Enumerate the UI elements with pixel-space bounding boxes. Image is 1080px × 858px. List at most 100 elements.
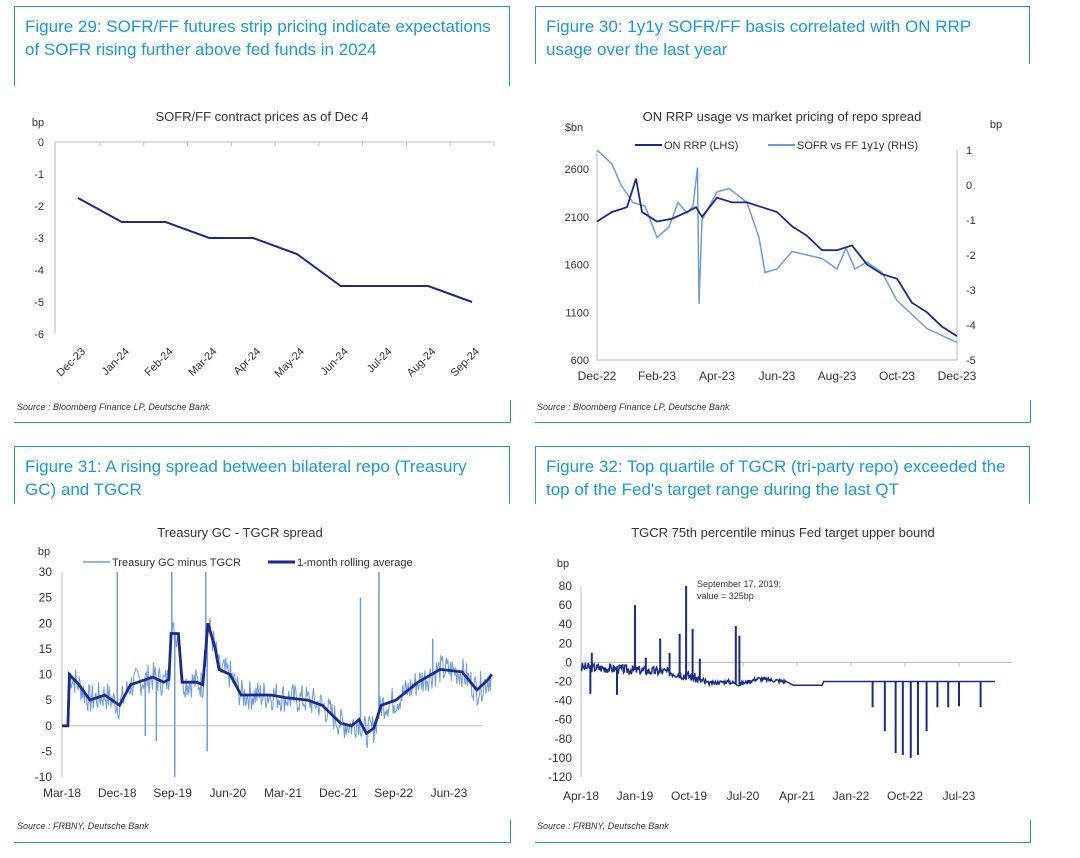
figure-32-frame bbox=[535, 820, 1031, 843]
x-tick-label: Dec-21 bbox=[319, 786, 358, 800]
figure-30-title: Figure 30: 1y1y SOFR/FF basis correlated… bbox=[535, 6, 1030, 64]
y-tick-label: 15 bbox=[39, 642, 53, 656]
x-tick-label: Feb-23 bbox=[638, 369, 676, 383]
y-tick-label: 0 bbox=[565, 655, 572, 669]
x-tick-label: Jun-24 bbox=[319, 346, 351, 378]
figure-30-frame bbox=[535, 400, 1031, 423]
y-tick-label: 2100 bbox=[565, 212, 589, 224]
series-line-on-rrp bbox=[596, 178, 958, 337]
x-tick-label: Jun-23 bbox=[431, 786, 468, 800]
x-tick-label: Oct-22 bbox=[887, 789, 923, 803]
y-tick-label: -80 bbox=[555, 732, 573, 746]
y-axis-label: bp bbox=[38, 546, 50, 558]
x-tick-label: Dec-18 bbox=[98, 786, 137, 800]
legend-label: SOFR vs FF 1y1y (RHS) bbox=[797, 140, 918, 152]
y-tick-label: -4 bbox=[34, 265, 44, 277]
y2-tick-label: -4 bbox=[966, 320, 976, 332]
y-axis-label: $bn bbox=[565, 122, 583, 134]
x-tick-label: Aug-23 bbox=[818, 369, 857, 383]
x-tick-label: Apr-24 bbox=[231, 346, 263, 378]
y-tick-label: -120 bbox=[548, 770, 572, 784]
y-tick-label: -100 bbox=[548, 751, 572, 765]
y-tick-label: 30 bbox=[39, 565, 53, 579]
x-tick-label: Oct-19 bbox=[671, 789, 707, 803]
y-tick-label: -1 bbox=[34, 169, 44, 181]
y2-tick-label: -5 bbox=[966, 355, 976, 367]
y-tick-label: 0 bbox=[45, 719, 52, 733]
x-tick-label: Jul-20 bbox=[727, 789, 760, 803]
x-tick-label: Jun-23 bbox=[759, 369, 796, 383]
x-tick-label: Mar-21 bbox=[264, 786, 302, 800]
y-tick-label: -40 bbox=[555, 694, 573, 708]
y-tick-label: 10 bbox=[39, 668, 53, 682]
y-tick-label: -5 bbox=[34, 297, 44, 309]
series-line-avg bbox=[62, 622, 493, 736]
y-tick-label: -20 bbox=[555, 675, 573, 689]
chart-title: Treasury GC - TGCR spread bbox=[157, 525, 322, 540]
chart-title: TGCR 75th percentile minus Fed target up… bbox=[631, 525, 935, 540]
x-tick-label: Jul-23 bbox=[943, 789, 976, 803]
figure-31-source: Source : FRBNY, Deutsche Bank bbox=[17, 821, 149, 831]
figure-29-source: Source : Bloomberg Finance LP, Deutsche … bbox=[17, 402, 210, 412]
y-tick-label: 80 bbox=[559, 579, 573, 593]
y-tick-label: 40 bbox=[559, 617, 573, 631]
x-tick-label: Oct-23 bbox=[879, 369, 915, 383]
y-axis-label: bp bbox=[557, 558, 569, 570]
y2-tick-label: 0 bbox=[966, 180, 972, 192]
y-tick-label: 600 bbox=[571, 355, 589, 367]
y-tick-label: -60 bbox=[555, 713, 573, 727]
y-tick-label: -3 bbox=[34, 233, 44, 245]
figure-30-source: Source : Bloomberg Finance LP, Deutsche … bbox=[537, 402, 730, 412]
y2-axis-label: bp bbox=[990, 119, 1002, 131]
series-line-sofr-ff bbox=[596, 149, 958, 344]
y-axis-label: bp bbox=[32, 117, 44, 129]
x-tick-label: Jul-24 bbox=[365, 346, 395, 376]
x-tick-label: Apr-21 bbox=[779, 789, 815, 803]
y-tick-label: 1600 bbox=[565, 260, 589, 272]
x-tick-label: Sep-24 bbox=[449, 346, 483, 380]
x-tick-label: Jun-20 bbox=[209, 786, 246, 800]
y-tick-label: 5 bbox=[45, 693, 52, 707]
annotation-line-1: September 17, 2019; bbox=[697, 579, 781, 589]
x-tick-label: Sep-19 bbox=[153, 786, 192, 800]
y-tick-label: -2 bbox=[34, 201, 44, 213]
y-tick-label: 2600 bbox=[565, 164, 589, 176]
figure-29-frame bbox=[14, 400, 511, 423]
series-line bbox=[77, 197, 473, 303]
figure-29-title: Figure 29: SOFR/FF futures strip pricing… bbox=[14, 6, 510, 86]
x-tick-label: Dec-22 bbox=[578, 369, 617, 383]
x-tick-label: Dec-23 bbox=[55, 346, 89, 380]
y2-tick-label: -1 bbox=[966, 215, 976, 227]
figure-32-title: Figure 32: Top quartile of TGCR (tri-par… bbox=[535, 446, 1030, 504]
annotation-line-2: value = 325bp bbox=[697, 591, 754, 601]
series-line bbox=[580, 662, 995, 688]
y-tick-label: 25 bbox=[39, 591, 53, 605]
y-tick-label: 20 bbox=[39, 616, 53, 630]
legend-label: ON RRP (LHS) bbox=[664, 140, 738, 152]
x-tick-label: Apr-18 bbox=[563, 789, 599, 803]
legend-label: 1-month rolling average bbox=[297, 557, 413, 569]
x-tick-label: Feb-24 bbox=[143, 346, 176, 379]
figure-31-frame bbox=[14, 820, 511, 843]
chart-title: ON RRP usage vs market pricing of repo s… bbox=[643, 109, 922, 124]
x-tick-label: Jan-22 bbox=[833, 789, 870, 803]
y-tick-label: 1100 bbox=[565, 307, 589, 319]
figure-31-title: Figure 31: A rising spread between bilat… bbox=[14, 446, 510, 504]
y-tick-label: -6 bbox=[34, 329, 44, 341]
chart-title: SOFR/FF contract prices as of Dec 4 bbox=[155, 109, 368, 124]
y-tick-label: 0 bbox=[38, 137, 44, 149]
x-tick-label: Jan-24 bbox=[100, 346, 132, 378]
x-tick-label: Dec-23 bbox=[938, 369, 977, 383]
x-tick-label: Jan-19 bbox=[617, 789, 654, 803]
x-tick-label: Sep-22 bbox=[374, 786, 413, 800]
y2-tick-label: 1 bbox=[966, 145, 972, 157]
y2-tick-label: -3 bbox=[966, 285, 976, 297]
x-tick-label: Apr-23 bbox=[699, 369, 735, 383]
y-tick-label: 60 bbox=[559, 598, 573, 612]
x-tick-label: Aug-24 bbox=[405, 346, 439, 380]
x-tick-label: Mar-18 bbox=[43, 786, 81, 800]
y-tick-label: 20 bbox=[559, 636, 573, 650]
legend-label: Treasury GC minus TGCR bbox=[112, 557, 241, 569]
y2-tick-label: -2 bbox=[966, 250, 976, 262]
